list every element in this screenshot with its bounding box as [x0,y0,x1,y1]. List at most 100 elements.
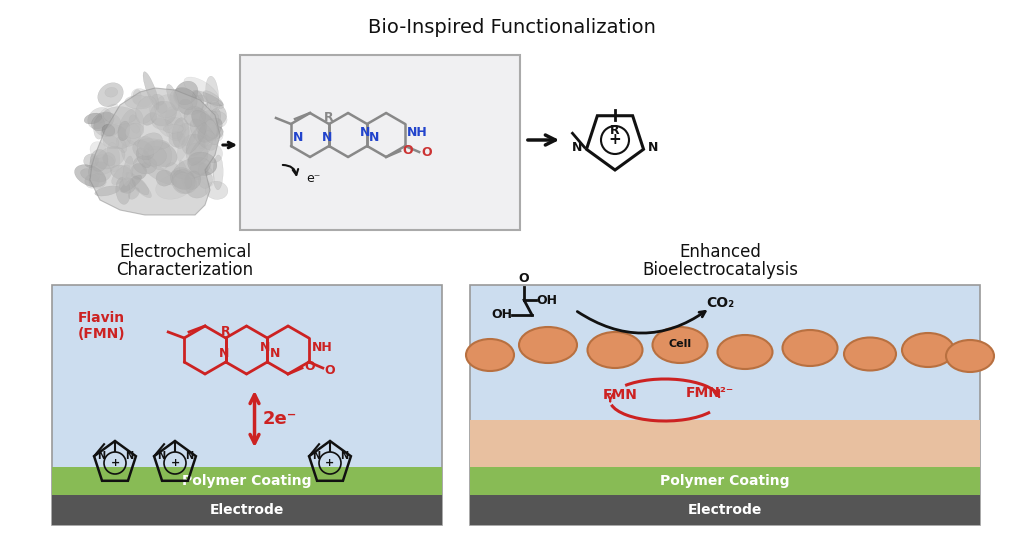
Ellipse shape [179,160,190,192]
Ellipse shape [718,335,772,369]
Ellipse shape [84,154,98,168]
Ellipse shape [143,141,177,167]
Ellipse shape [126,123,143,138]
Ellipse shape [142,146,167,166]
Ellipse shape [205,181,228,200]
Text: CO₂: CO₂ [706,296,734,310]
Text: +: + [326,458,335,468]
Ellipse shape [169,131,185,147]
Text: (FMN): (FMN) [78,327,126,341]
Ellipse shape [90,142,106,158]
Ellipse shape [588,332,642,368]
Ellipse shape [156,101,167,113]
Text: N: N [340,451,348,461]
Text: N: N [260,341,270,354]
Ellipse shape [170,88,203,115]
Ellipse shape [134,139,170,149]
Text: R: R [221,325,230,338]
Text: e⁻: e⁻ [306,171,321,185]
FancyBboxPatch shape [52,285,442,525]
Ellipse shape [199,163,214,186]
Ellipse shape [205,131,218,145]
Ellipse shape [191,91,204,112]
Ellipse shape [173,87,197,109]
Ellipse shape [201,102,226,126]
Text: Characterization: Characterization [117,261,254,279]
Ellipse shape [150,101,176,126]
Ellipse shape [165,106,183,139]
Ellipse shape [155,95,179,118]
Ellipse shape [466,339,514,371]
Ellipse shape [132,176,148,195]
Ellipse shape [206,124,223,141]
Ellipse shape [96,104,119,123]
FancyBboxPatch shape [52,495,442,525]
Ellipse shape [191,110,218,138]
Ellipse shape [173,173,197,193]
Ellipse shape [88,161,112,182]
Ellipse shape [153,119,173,130]
Ellipse shape [133,90,141,104]
Ellipse shape [175,81,198,105]
Text: O: O [519,272,529,285]
Ellipse shape [119,178,135,194]
Text: N: N [293,131,303,144]
Ellipse shape [117,137,127,153]
Ellipse shape [91,112,114,131]
Ellipse shape [89,154,115,174]
Ellipse shape [211,112,227,127]
FancyBboxPatch shape [52,467,442,495]
Text: N: N [218,347,229,360]
Ellipse shape [187,152,217,175]
Ellipse shape [128,187,139,199]
Text: Polymer Coating: Polymer Coating [182,474,311,488]
Ellipse shape [652,327,708,363]
Ellipse shape [167,84,179,111]
Ellipse shape [170,168,195,189]
Ellipse shape [191,108,216,141]
Text: +: + [170,458,179,468]
Text: Flavin: Flavin [78,311,125,325]
Ellipse shape [184,77,218,103]
Ellipse shape [189,161,208,180]
Ellipse shape [118,121,130,141]
Ellipse shape [89,174,106,189]
Ellipse shape [210,100,219,112]
Ellipse shape [184,106,206,127]
Polygon shape [90,88,220,215]
Ellipse shape [142,163,176,185]
FancyBboxPatch shape [470,467,980,495]
Ellipse shape [104,87,118,97]
Text: Polymer Coating: Polymer Coating [660,474,790,488]
Text: NH: NH [312,341,333,354]
Text: N: N [312,451,321,461]
Ellipse shape [111,165,132,180]
Ellipse shape [163,124,183,133]
Text: N: N [125,451,133,461]
Ellipse shape [203,91,223,108]
FancyBboxPatch shape [470,420,980,467]
Text: Bio-Inspired Functionalization: Bio-Inspired Functionalization [368,18,656,37]
Ellipse shape [199,128,214,149]
Ellipse shape [198,118,222,142]
Ellipse shape [174,158,210,179]
Ellipse shape [210,108,221,126]
Text: Cell: Cell [669,339,691,349]
Ellipse shape [204,144,222,163]
Text: R: R [325,111,334,124]
FancyBboxPatch shape [240,55,520,230]
Text: N: N [97,451,105,461]
Ellipse shape [902,333,954,367]
Text: +: + [111,458,120,468]
Text: N: N [157,451,165,461]
Ellipse shape [137,133,163,156]
Ellipse shape [186,123,207,154]
Ellipse shape [184,171,201,190]
Ellipse shape [150,106,170,137]
Ellipse shape [190,119,217,150]
FancyBboxPatch shape [470,495,980,525]
Text: N: N [322,131,332,144]
Ellipse shape [156,174,193,199]
Ellipse shape [213,155,223,190]
Ellipse shape [136,148,152,168]
